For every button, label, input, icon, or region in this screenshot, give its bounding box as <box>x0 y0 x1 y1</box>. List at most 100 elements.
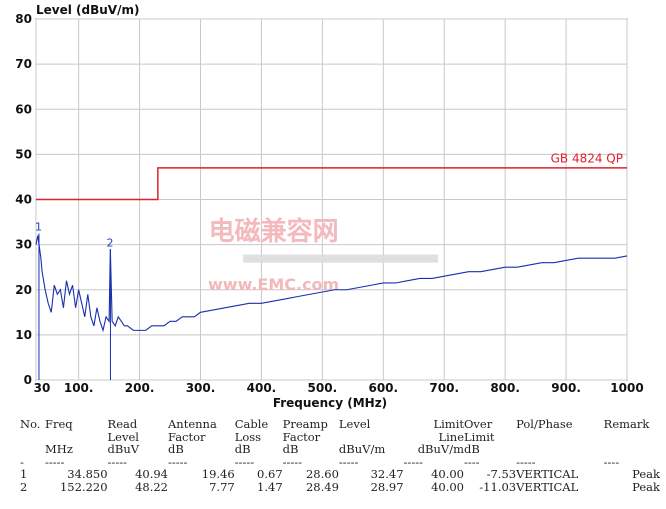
table-body: 1 34.850 40.94 19.46 0.67 28.60 32.47 40.00 -7.5… <box>20 468 660 493</box>
table-cell: Peak <box>632 479 660 494</box>
table-header-cell: Over <box>464 417 493 431</box>
table-dash-cell: ----- <box>516 454 536 469</box>
y-tick-label: 50 <box>15 147 32 161</box>
x-tick-label: 1000 <box>610 381 643 395</box>
table-header-cell: Read <box>107 417 138 431</box>
watermark: 电磁兼容网 www.EMC.com <box>208 216 439 294</box>
table-header-cell: Line <box>438 429 464 444</box>
x-tick-label: 800. <box>490 381 520 395</box>
table-header-cell: Freq <box>45 417 73 431</box>
table-cell: 28.97 <box>370 479 404 494</box>
marker-label: 2 <box>106 236 113 249</box>
table-cell: 34.850 <box>67 467 108 481</box>
table-header-cell: dBuV/m <box>417 442 464 456</box>
y-tick-label: 40 <box>15 193 32 207</box>
table-header-cell: Level <box>107 429 139 444</box>
table-cell: 2 <box>20 479 28 494</box>
series <box>35 235 628 333</box>
table-header-cell: Remark <box>603 417 650 431</box>
table-header-cell: Preamp <box>282 417 328 431</box>
table-header-cell: Limit <box>433 417 464 431</box>
table-cell: 28.60 <box>305 467 339 481</box>
table-cell: 40.00 <box>431 479 464 494</box>
table-dash-cell: ----- <box>45 454 65 469</box>
table-header-row: Level Factor Loss Factor Line Limit <box>20 429 660 444</box>
grid <box>35 18 628 381</box>
x-tick-label: 30 <box>34 381 51 395</box>
table-cell: 0.67 <box>257 467 283 481</box>
x-tick-labels: 30 100. 200. 300. 400. 500. 600. 700. 800. 900. 10… <box>34 381 644 395</box>
table-row: 2 152.220 48.22 7.77 1.47 28.49 28.97 40.00 -11.… <box>20 479 660 494</box>
table-row: 1 34.850 40.94 19.46 0.67 28.60 32.47 40.00 -7.5… <box>20 468 660 481</box>
x-tick-label: 500. <box>308 381 338 395</box>
table-cell: VERTICAL <box>516 479 579 494</box>
table-dash-cell: ----- <box>338 454 359 469</box>
table-header-cell: Pol/Phase <box>516 417 573 431</box>
table-cell: 28.49 <box>305 479 339 494</box>
series-line <box>35 235 628 333</box>
y-tick-label: 0 <box>24 373 32 387</box>
table-header-cell: Factor <box>282 429 321 444</box>
table-header-cell <box>604 431 660 444</box>
table-cell: 1.47 <box>257 479 283 494</box>
table-dash-cell: ----- <box>282 454 303 469</box>
y-tick-label: 10 <box>15 328 32 342</box>
limit-line-label: GB 4824 QP <box>551 151 623 165</box>
table-header-cell: dBuV/m <box>338 442 386 456</box>
table-cell: -7.53 <box>486 467 517 481</box>
table-header-cell: Antenna <box>168 417 217 431</box>
x-tick-label: 400. <box>247 381 277 395</box>
table-header-cell: Level <box>338 417 371 431</box>
table-header-cell: Cable <box>234 417 269 431</box>
markers: 12 <box>35 220 113 380</box>
table-cell: 40.94 <box>135 467 168 481</box>
table-header-row: MHz dBuV dB dB dB dBuV/m dBuV/m dB <box>20 443 660 456</box>
table-header-cell: No. <box>20 417 41 431</box>
y-tick-labels: 0 10 20 30 40 50 60 70 80 <box>15 12 32 387</box>
table-header-cell: dBuV <box>107 442 140 456</box>
watermark-text-url: www.EMC.com <box>208 275 339 294</box>
table-cell: 152.220 <box>59 479 108 494</box>
marker-label: 1 <box>35 220 42 233</box>
y-axis-title: Level (dBuV/m) <box>36 3 139 17</box>
table-dash-row: - ----- ----- ----- ----- ----- ----- ----- ----… <box>20 454 660 469</box>
table-header-cell: dB <box>464 442 480 456</box>
x-tick-label: 600. <box>368 381 398 395</box>
y-tick-label: 30 <box>15 238 32 252</box>
y-tick-label: 20 <box>15 283 32 297</box>
table-cell: 19.46 <box>201 467 235 481</box>
watermark-text-cn: 电磁兼容网 <box>209 216 339 247</box>
table-dash-cell: - <box>20 454 24 469</box>
table-header-cell <box>516 443 604 456</box>
table-dash-cell: ----- <box>107 454 127 469</box>
table-dash-cell: ----- <box>234 454 255 469</box>
y-tick-label: 60 <box>15 102 32 116</box>
table-header-row: No. Freq Read Antenna Cable Preamp Level Limit O… <box>20 418 660 431</box>
table-header-cell <box>20 443 45 456</box>
x-tick-label: 700. <box>429 381 459 395</box>
table-header-cell: dB <box>168 442 184 456</box>
table-header-cell: Limit <box>464 429 495 444</box>
table-cell: 48.22 <box>135 479 168 494</box>
table-dash-cell: ---- <box>464 454 480 469</box>
table-cell: -11.03 <box>479 479 517 494</box>
results-table: No. Freq Read Antenna Cable Preamp Level Limit O… <box>20 418 660 493</box>
table-cell: Peak <box>632 467 660 481</box>
x-tick-label: 900. <box>551 381 581 395</box>
table-header-cell: dB <box>282 442 299 456</box>
table-header-cell: Factor <box>168 429 206 444</box>
table-dash-cell: ----- <box>168 454 188 469</box>
x-tick-label: 300. <box>186 381 216 395</box>
table-cell: 7.77 <box>209 479 235 494</box>
watermark-band <box>243 254 439 263</box>
table-cell: 32.47 <box>370 467 404 481</box>
table-dash-cell: ----- <box>403 454 423 469</box>
table-header-cell <box>516 431 604 444</box>
emission-chart: 电磁兼容网 www.EMC.com 12 30 100. 200. 300. 400. 5… <box>15 3 644 410</box>
limit-polyline <box>36 167 627 201</box>
y-tick-label: 70 <box>15 57 32 71</box>
table-dash-cell: ---- <box>603 454 620 469</box>
table-cell: VERTICAL <box>516 467 579 481</box>
table-header-cell: dB <box>234 442 251 456</box>
table-cell: 40.00 <box>431 467 464 481</box>
